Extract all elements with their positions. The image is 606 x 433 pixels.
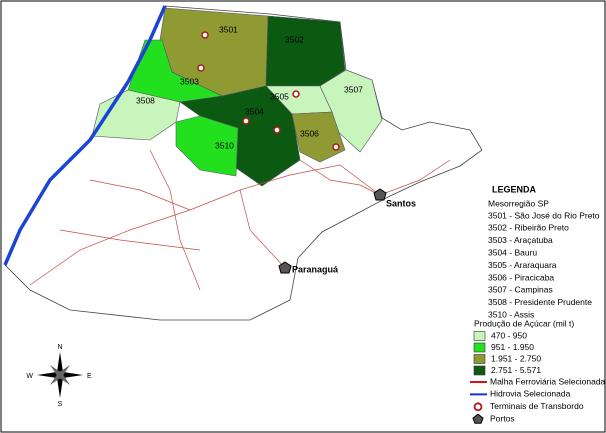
compass-label: S <box>58 401 63 408</box>
class-swatch <box>473 342 486 353</box>
layer-label: Hidrovia Selecionada <box>490 389 571 399</box>
railway <box>239 189 286 269</box>
layer-label: Portos <box>490 413 515 423</box>
terminals <box>197 31 340 151</box>
region-label: 3505 <box>270 91 289 101</box>
mesoregion-item: 3510 - Assis <box>488 309 534 319</box>
railway <box>59 179 201 251</box>
class-swatch <box>473 354 486 364</box>
layer-label: Malha Ferroviária Selecionada <box>490 376 606 386</box>
region-label: 3502 <box>285 34 304 44</box>
railway <box>149 149 201 291</box>
railway <box>299 159 451 196</box>
legend-title: LEGENDA <box>492 184 537 194</box>
layer-label: Terminais de Transbordo <box>490 401 584 411</box>
mesoregion-item: 3505 - Araraquara <box>488 260 557 270</box>
railway <box>29 164 381 286</box>
legend-subtitle: Mesorregião SP <box>488 198 549 208</box>
compass-label: W <box>26 373 33 380</box>
region-3510 <box>175 115 239 177</box>
region-label: 3504 <box>245 106 264 116</box>
port <box>373 188 387 201</box>
region-3506 <box>291 111 346 163</box>
region-label: 3506 <box>300 128 319 138</box>
mesoregion-item: 3503 - Araçatuba <box>488 235 553 245</box>
mesoregion-item: 3502 - Ribeirão Preto <box>488 223 569 233</box>
mesoregion-item: 3507 - Campinas <box>488 285 553 295</box>
region-label: 3503 <box>180 76 199 86</box>
class-label: 470 - 950 <box>491 330 527 340</box>
class-label: 951 - 1.950 <box>491 342 534 352</box>
compass-label: E <box>87 373 92 380</box>
compass-label: N <box>57 344 62 351</box>
terminal-symbol <box>473 402 483 412</box>
class-swatch <box>473 365 486 376</box>
mesoregion-item: 3504 - Bauru <box>488 247 537 257</box>
class-swatch <box>473 331 486 341</box>
mesoregion-item: 3506 - Piracicaba <box>488 272 554 282</box>
city-label: Paranaguá <box>292 264 339 274</box>
port-symbol <box>472 413 484 424</box>
mesoregion-item: 3508 - Presidente Prudente <box>488 297 592 307</box>
port <box>278 261 292 274</box>
compass <box>37 352 83 398</box>
region-label: 3510 <box>215 140 234 150</box>
city-label: Santos <box>386 198 416 208</box>
waterway <box>3 5 167 266</box>
region-label: 3507 <box>344 84 363 94</box>
region-label: 3508 <box>136 95 155 105</box>
production-title: Produção de Açúcar (mil t) <box>474 318 574 328</box>
region-3502 <box>265 15 346 87</box>
class-label: 2.751 - 5.571 <box>491 365 541 375</box>
region-label: 3501 <box>219 24 238 34</box>
class-label: 1.951 - 2.750 <box>491 353 541 363</box>
mesoregion-item: 3501 - São José do Rio Preto <box>488 210 600 220</box>
legend: LEGENDA Mesorregião SP Produção de Açúca… <box>470 184 606 424</box>
